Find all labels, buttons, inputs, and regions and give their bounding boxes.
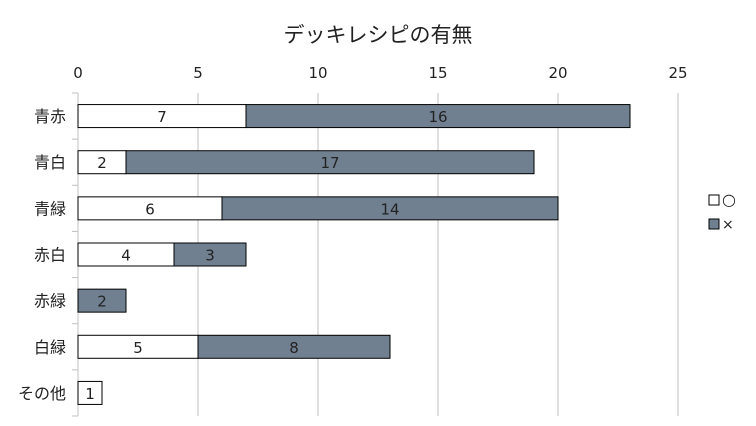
category-label: その他 [18,384,66,403]
bar-segment-cross [221,196,559,221]
bar-segment-cross [77,288,127,313]
x-axis-ticks: 0 5 10 15 20 25 [73,64,687,82]
data-label: 2 [97,154,107,172]
category-label: 青緑 [34,199,66,218]
bar-segment-circle [77,380,103,405]
data-label: 14 [380,200,399,218]
x-tick-label: 15 [428,64,447,82]
legend-swatch [708,218,720,230]
data-label: 17 [320,154,339,172]
data-label: 8 [289,339,299,357]
bar-segment-cross [125,150,535,175]
legend-label: × [722,217,734,233]
x-tick-label: 20 [548,64,567,82]
legend: ○× [708,190,736,233]
category-label: 赤白 [34,246,66,265]
data-label: 5 [133,339,143,357]
data-label: 3 [205,247,215,265]
bar-segment-cross [245,104,631,129]
data-label: 16 [428,108,447,126]
data-label: 4 [121,247,131,265]
x-tick-label: 25 [668,64,687,82]
category-label: 青赤 [34,107,66,126]
data-label: 2 [97,293,107,311]
data-label: 7 [157,108,167,126]
x-tick-label: 5 [193,64,203,82]
legend-label: ○ [722,190,736,209]
chart-title: デッキレシピの有無 [284,23,473,47]
x-tick-label: 10 [308,64,327,82]
grid-lines [72,92,679,417]
data-label: 1 [85,385,95,403]
bar-segment-cross [173,242,247,267]
x-tick-label: 0 [73,64,83,82]
category-label: 赤緑 [34,292,66,311]
category-label: 青白 [34,153,66,172]
legend-swatch [708,194,720,206]
bar-segment-cross [197,334,391,359]
bars: 7 16 2 17 6 14 4 3 2 5 8 1 [77,104,631,405]
category-label: 白緑 [34,338,66,357]
data-label: 6 [145,200,155,218]
